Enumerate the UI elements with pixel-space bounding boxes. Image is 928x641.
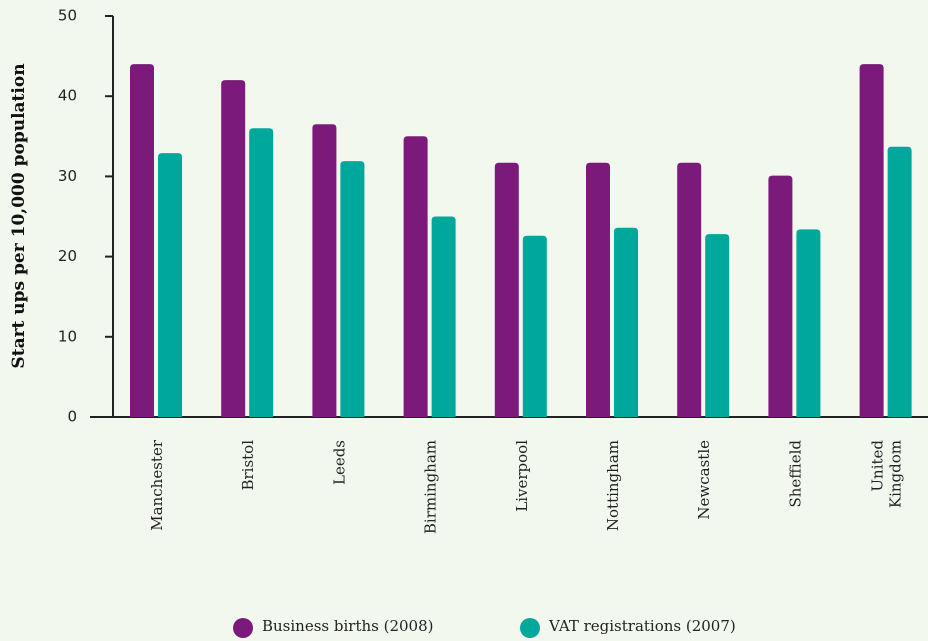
bar (403, 136, 428, 418)
x-tick-label: Nottingham (604, 440, 622, 531)
x-tick-label: Liverpool (513, 440, 531, 512)
x-tick-label: Bristol (239, 440, 257, 491)
bar (431, 216, 456, 417)
y-tick-label: 20 (58, 247, 77, 265)
bar (249, 128, 274, 417)
bar (796, 229, 821, 417)
x-tick-label: Birmingham (422, 440, 440, 534)
x-tick-label: Leeds (330, 440, 348, 485)
legend-label: VAT registrations (2007) (548, 617, 736, 635)
x-tick-label: Sheffield (786, 440, 804, 508)
bar (494, 162, 519, 417)
y-tick-label: 50 (58, 7, 77, 25)
x-tick-label: UnitedKingdom (869, 440, 905, 509)
bar (130, 64, 154, 418)
bar (158, 153, 182, 417)
bar (312, 124, 337, 418)
bar (768, 175, 793, 417)
bar (221, 80, 246, 417)
bar (614, 227, 638, 417)
y-tick-label: 30 (58, 167, 77, 185)
bar (586, 162, 610, 417)
bar (859, 64, 884, 418)
bar (340, 161, 365, 417)
y-tick-label: 40 (58, 87, 77, 105)
bar (677, 162, 702, 417)
legend-label: Business births (2008) (262, 617, 433, 635)
x-tick-label: Manchester (148, 439, 166, 531)
y-tick-label: 0 (67, 408, 77, 426)
legend-marker (233, 618, 253, 638)
y-axis-title: Start ups per 10,000 population (9, 63, 29, 368)
y-tick-label: 10 (58, 327, 77, 345)
bar (522, 235, 547, 417)
bar (705, 234, 730, 417)
x-tick-label: Newcastle (695, 440, 713, 520)
legend-marker (520, 618, 540, 638)
bar (887, 146, 912, 417)
